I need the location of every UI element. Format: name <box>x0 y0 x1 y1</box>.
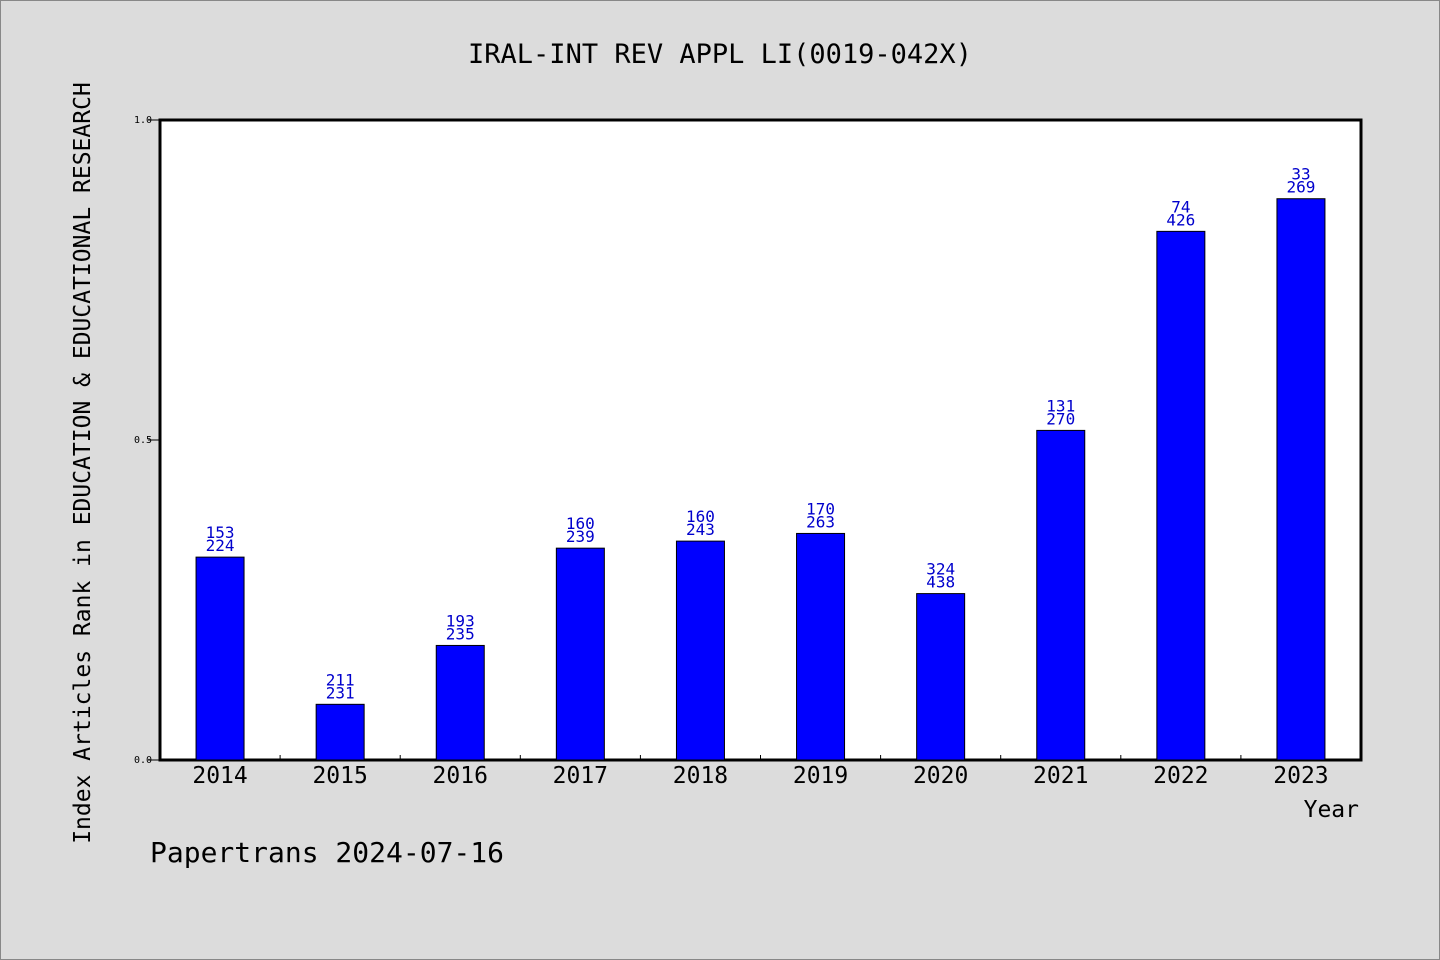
bar-2017 <box>555 547 605 761</box>
bar-label-top: 74 <box>1171 197 1190 216</box>
bar-label-bottom: 235 <box>446 624 475 643</box>
x-tick-label: 2016 <box>433 763 488 789</box>
bar-label-bottom: 224 <box>206 536 235 555</box>
bar-label-top: 131 <box>1046 396 1075 415</box>
y-tick-label: 0.0 <box>134 755 152 766</box>
x-tick-label: 2020 <box>913 763 968 789</box>
x-tick-label: 2022 <box>1153 763 1208 789</box>
y-axis-ticks: 0.0 0.5 1.0 <box>134 115 160 766</box>
bar-label-top: 170 <box>806 499 835 518</box>
bar-2021 <box>1036 429 1086 761</box>
bar-label-top: 324 <box>926 560 955 579</box>
x-tick-label: 2015 <box>312 763 367 789</box>
bar-2022 <box>1156 230 1206 761</box>
bar-2023 <box>1276 198 1326 761</box>
bar-2019 <box>796 532 846 761</box>
x-tick-label: 2018 <box>673 763 728 789</box>
bar-2020 <box>916 593 966 761</box>
y-tick-label: 1.0 <box>134 115 152 126</box>
bar-2014 <box>195 556 245 761</box>
bar-label-bottom: 269 <box>1286 178 1315 197</box>
bar-label-bottom: 239 <box>566 527 595 546</box>
bar-label-bottom: 231 <box>326 683 355 702</box>
bars-group <box>195 198 1326 761</box>
bar-label-bottom: 438 <box>926 573 955 592</box>
bar-2018 <box>675 540 725 761</box>
bar-label-top: 153 <box>206 523 235 542</box>
bar-2016 <box>435 644 485 761</box>
x-axis-label: Year <box>1304 797 1359 823</box>
bar-label-bottom: 426 <box>1166 210 1195 229</box>
chart-title: IRAL-INT REV APPL LI(0019-042X) <box>468 39 972 70</box>
bar-label-top: 211 <box>326 670 355 689</box>
bar-label-top: 160 <box>566 514 595 533</box>
x-tick-label: 2023 <box>1273 763 1328 789</box>
bar-label-bottom: 243 <box>686 520 715 539</box>
bar-label-bottom: 263 <box>806 512 835 531</box>
y-tick-label: 0.5 <box>134 435 152 446</box>
bar-label-top: 33 <box>1291 165 1310 184</box>
bar-label-top: 193 <box>446 611 475 630</box>
x-tick-label: 2021 <box>1033 763 1088 789</box>
bar-labels-group: 1532242112311932351602391602431702633244… <box>206 165 1316 703</box>
bar-label-bottom: 270 <box>1046 409 1075 428</box>
bar-2015 <box>315 703 365 761</box>
x-axis-ticks: 2014 2015 2016 2017 2018 2019 2020 2021 2022 2023 <box>192 755 1329 789</box>
x-tick-label: 2014 <box>192 763 247 789</box>
x-tick-label: 2017 <box>553 763 608 789</box>
footer-stamp: Papertrans 2024-07-16 <box>150 836 504 869</box>
x-tick-label: 2019 <box>793 763 848 789</box>
y-axis-label: Index Articles Rank in EDUCATION & EDUCA… <box>70 82 96 844</box>
bar-label-top: 160 <box>686 507 715 526</box>
